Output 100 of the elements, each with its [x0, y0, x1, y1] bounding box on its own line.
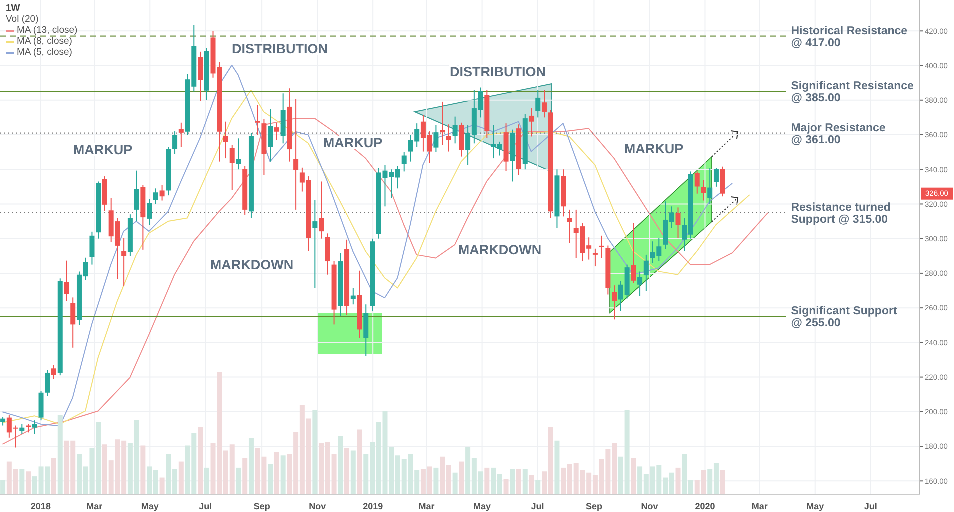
candlestick — [147, 198, 152, 226]
candlestick — [64, 260, 70, 302]
ref-line-label: Significant Support @ 255.00 — [791, 306, 898, 330]
bar — [236, 468, 242, 495]
candlestick — [160, 184, 165, 202]
candlestick — [45, 370, 50, 397]
line-series — [2, 118, 769, 445]
candlestick — [172, 131, 178, 155]
candlestick — [52, 364, 57, 380]
legend-label: MA (8, close) — [17, 36, 72, 47]
bar — [140, 446, 146, 495]
candlestick — [350, 288, 356, 306]
candlestick — [452, 116, 458, 144]
candlestick — [599, 235, 604, 259]
x-tick-label: 2018 — [30, 501, 51, 512]
x-tick-label: Nov — [641, 501, 658, 512]
candlestick — [153, 188, 158, 205]
annotation: DISTRIBUTION — [232, 42, 328, 57]
chart-title: Vol (20) — [6, 14, 39, 25]
bar — [676, 468, 681, 495]
x-tick-label: 2019 — [363, 501, 384, 512]
bar — [350, 450, 356, 495]
chart-title: 1W — [6, 3, 20, 14]
candlestick — [178, 122, 184, 148]
annotation: MARKDOWN — [210, 258, 294, 273]
bar — [312, 410, 318, 495]
bar — [484, 468, 490, 495]
bar — [459, 462, 464, 495]
candlestick — [274, 122, 280, 141]
bar — [338, 436, 344, 495]
bar — [274, 452, 280, 495]
bar — [52, 458, 57, 495]
x-tick-label: Mar — [752, 501, 768, 512]
annotation: DISTRIBUTION — [450, 64, 546, 80]
candlestick — [592, 248, 598, 268]
candlestick — [236, 138, 242, 170]
candlestick — [230, 144, 235, 191]
x-tick-label: Jul — [199, 501, 212, 512]
bar — [357, 430, 362, 495]
x-tick-label: Nov — [309, 501, 326, 512]
candlestick — [644, 254, 649, 292]
legend-label: MA (5, close) — [17, 47, 72, 58]
ref-line-label: Significant Resistance @ 385.00 — [791, 80, 914, 105]
candlestick — [70, 297, 76, 348]
candlestick — [32, 420, 38, 435]
bar — [58, 415, 63, 495]
bar — [0, 480, 6, 495]
candlestick — [676, 207, 681, 239]
candlestick — [536, 90, 541, 118]
legend-label: MA (13, close) — [17, 25, 78, 36]
candlestick — [434, 124, 439, 153]
candlestick — [714, 168, 719, 188]
bar — [536, 480, 541, 495]
bar — [631, 458, 636, 495]
bar — [529, 475, 534, 495]
candlestick — [638, 271, 643, 297]
candlestick — [134, 170, 140, 222]
candlestick — [198, 51, 204, 102]
bar — [280, 456, 286, 495]
x-tick-label: Mar — [86, 501, 104, 512]
bar — [248, 438, 254, 495]
bar — [204, 468, 210, 495]
candlestick — [122, 238, 127, 287]
candlestick — [708, 168, 713, 205]
bar — [516, 469, 522, 495]
x-tick-label: Mar — [418, 501, 436, 512]
candlestick — [294, 98, 299, 210]
bar — [504, 479, 509, 495]
annotation: MARKDOWN — [458, 242, 542, 258]
candlestick — [319, 181, 324, 240]
candlestick — [90, 231, 95, 266]
x-tick-label: Jul — [864, 501, 878, 512]
candlestick — [223, 121, 228, 160]
bar — [268, 464, 274, 495]
candlestick — [20, 424, 25, 435]
x-tick-label: Jul — [531, 501, 544, 512]
candlestick — [402, 152, 407, 172]
candlestick — [268, 108, 274, 162]
x-tick-label: 2020 — [695, 501, 716, 512]
candlestick — [446, 124, 452, 152]
candlestick — [631, 222, 636, 284]
bar — [160, 478, 165, 495]
candlestick — [529, 108, 534, 138]
bar — [522, 469, 528, 495]
bar — [198, 427, 204, 495]
x-tick-label: May — [474, 501, 492, 512]
candlestick — [542, 90, 547, 118]
candlestick — [701, 180, 706, 202]
ref-line-label: Historical Resistance @ 417.00 — [791, 25, 908, 50]
candlestick — [440, 101, 446, 146]
bar — [242, 458, 248, 495]
ref-line-label: Resistance turned Support @ 315.00 — [791, 202, 891, 226]
bar — [20, 469, 25, 495]
candlestick — [694, 171, 700, 194]
annotation: MARKUP — [624, 142, 684, 157]
annotation: MARKUP — [73, 142, 133, 158]
x-tick-label: Sep — [586, 501, 603, 512]
x-tick-label: May — [141, 501, 159, 512]
x-tick-label: May — [806, 501, 824, 512]
bar — [720, 470, 726, 495]
